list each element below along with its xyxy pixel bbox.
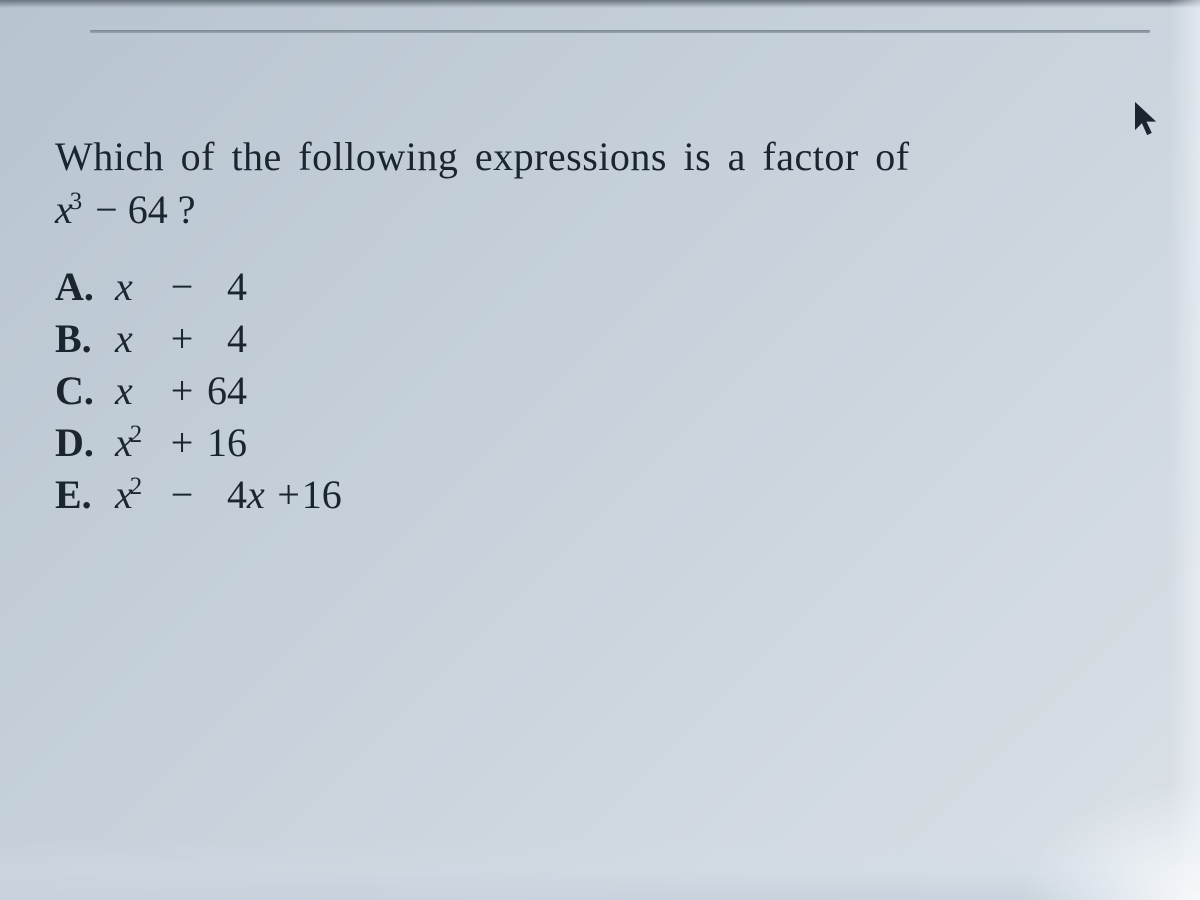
option-expression: x−4 xyxy=(115,261,247,313)
divider-line xyxy=(90,30,1150,33)
option-e: E. x2−4x + 16 xyxy=(55,469,1140,521)
option-b: B. x+4 xyxy=(55,313,1140,365)
option-expression: x2+16 xyxy=(115,417,247,469)
options-list: A. x−4 B. x+4 C. x+64 D. x2+16 E. xyxy=(55,261,1140,521)
option-label: A. xyxy=(55,261,115,313)
screen-glare xyxy=(1020,780,1200,900)
option-label: E. xyxy=(55,469,115,521)
screen-edge-right xyxy=(1170,0,1200,900)
option-a: A. x−4 xyxy=(55,261,1140,313)
expr-const: 64 xyxy=(128,187,168,232)
question-block: Which of the following expressions is a … xyxy=(55,130,1140,521)
question-line1: Which of the following expressions is a … xyxy=(55,130,1140,184)
option-label: C. xyxy=(55,365,115,417)
option-label: D. xyxy=(55,417,115,469)
option-expression: x+4 xyxy=(115,313,247,365)
option-expression: x+64 xyxy=(115,365,247,417)
question-expression: x3 − 64 ? xyxy=(55,186,1140,233)
expr-op: − xyxy=(95,187,118,232)
option-expression: x2−4x + 16 xyxy=(115,469,342,521)
expr-exponent: 3 xyxy=(70,188,82,215)
option-label: B. xyxy=(55,313,115,365)
option-d: D. x2+16 xyxy=(55,417,1140,469)
expr-qmark: ? xyxy=(168,187,196,232)
option-c: C. x+64 xyxy=(55,365,1140,417)
screen-edge-top xyxy=(0,0,1200,8)
